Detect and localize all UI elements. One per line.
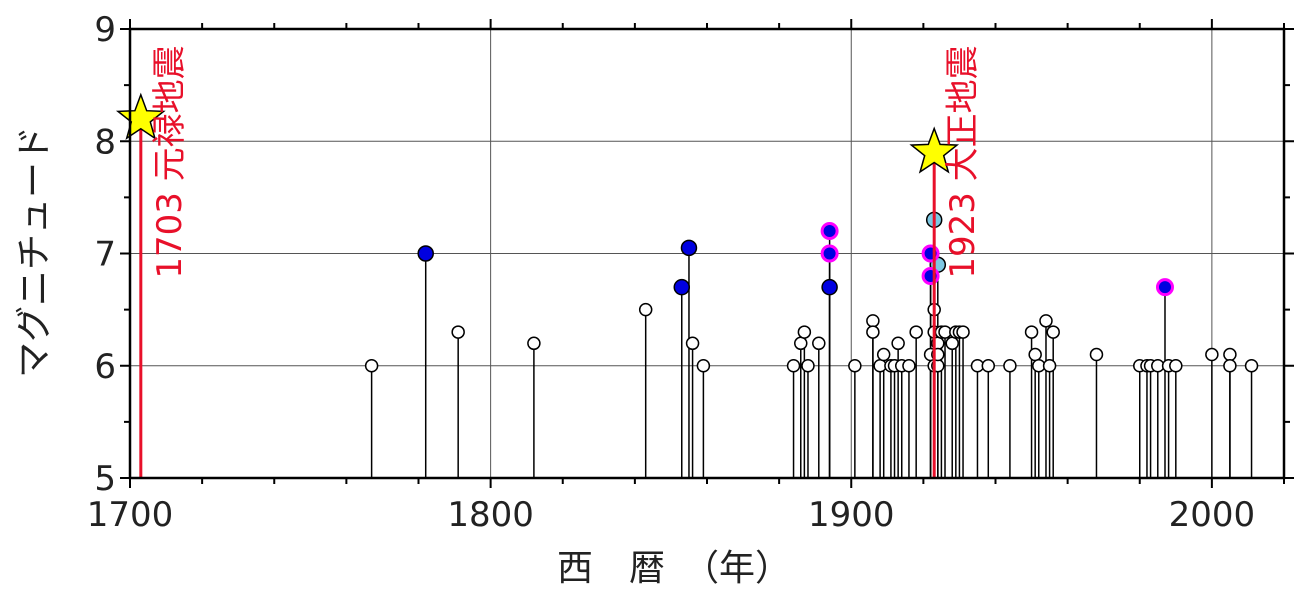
x-axis-title: 西 暦 （年）	[557, 548, 791, 589]
tick-labels: 1700 1800 1900 2000 5 6 7 8 9	[87, 10, 1255, 535]
event-marker-filled-blue-magenta-ring	[820, 244, 839, 263]
event-marker-open	[1089, 347, 1104, 362]
y-tick-label: 8	[94, 122, 116, 162]
event-marker-open	[801, 359, 815, 373]
event-marker-open	[696, 359, 711, 373]
event-marker-open	[685, 336, 700, 351]
event-marker-open	[1039, 314, 1053, 328]
event-marker-open	[866, 314, 880, 328]
x-tick-label: 1700	[87, 495, 174, 535]
event-marker-filled-blue-magenta-ring	[820, 222, 839, 241]
event-marker-open	[891, 336, 905, 351]
event-marker-open	[794, 336, 808, 351]
event-marker-open	[1223, 347, 1237, 362]
event-marker-open	[364, 359, 379, 373]
event-marker-open	[945, 336, 959, 351]
x-tick-label: 2000	[1169, 495, 1256, 535]
event-marker-open	[1046, 325, 1060, 339]
event-marker-open	[1024, 325, 1039, 339]
event-marker-open	[909, 325, 923, 339]
y-tick-label: 6	[94, 347, 116, 387]
axis-ticks	[120, 19, 1294, 488]
event-marker-open	[902, 359, 916, 373]
highlight-star-icon	[115, 92, 166, 140]
event-marker-filled-blue-magenta-ring	[921, 266, 940, 285]
y-tick-label: 7	[94, 235, 116, 275]
y-tick-label: 5	[94, 459, 116, 499]
event-marker-open	[848, 359, 862, 373]
event-marker-open	[1223, 359, 1237, 373]
grid-lines	[129, 28, 1284, 479]
x-tick-label: 1800	[447, 495, 534, 535]
y-tick-label: 9	[94, 10, 116, 50]
y-axis-title: マグニチュード	[14, 126, 55, 378]
event-marker-filled-blue-magenta-ring	[921, 244, 940, 263]
highlight-star-icon	[909, 126, 960, 174]
event-marker-open	[1042, 359, 1057, 373]
event-marker-filled-dark-blue	[821, 278, 838, 296]
event-marker-open	[527, 336, 541, 351]
event-marker-open	[1169, 359, 1183, 373]
event-marker-filled-blue-magenta-ring	[1155, 278, 1174, 297]
event-marker-open	[638, 302, 653, 317]
event-marker-open	[786, 359, 801, 373]
highlight-event-label: 1703 元禄地震	[150, 45, 190, 278]
highlight-events: 1703 元禄地震 1923 大正地震	[115, 45, 983, 478]
event-marker-open	[451, 325, 465, 339]
event-marker-open	[797, 325, 812, 339]
event-markers	[364, 211, 1259, 373]
event-marker-open	[876, 347, 891, 362]
highlight-event-label: 1923 大正地震	[943, 45, 983, 278]
event-marker-filled-dark-blue	[417, 245, 434, 262]
x-tick-label: 1900	[808, 495, 895, 535]
event-marker-filled-dark-blue	[680, 239, 698, 257]
event-marker-open	[981, 359, 996, 373]
event-marker-open	[1003, 359, 1017, 373]
event-marker-open	[956, 325, 970, 339]
event-marker-open	[866, 325, 880, 339]
event-marker-open	[1028, 347, 1042, 362]
event-marker-open	[812, 336, 826, 351]
event-marker-open	[1205, 347, 1219, 362]
stem-lines	[370, 219, 1253, 478]
event-marker-open	[1244, 359, 1259, 373]
event-marker-filled-dark-blue	[673, 278, 691, 296]
